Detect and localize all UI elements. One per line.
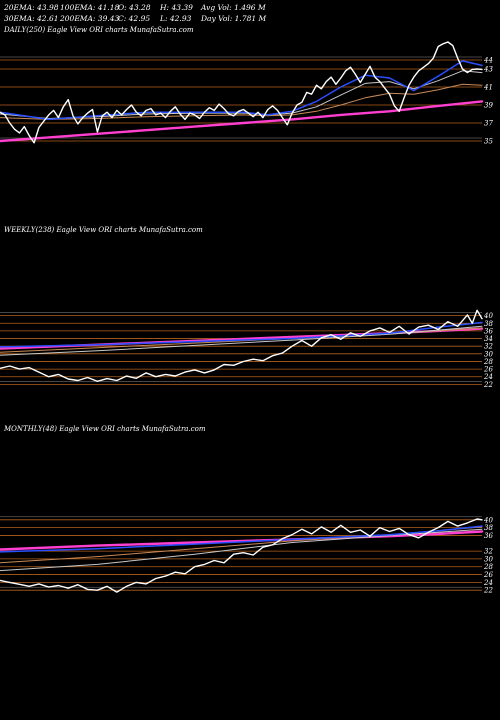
y-tick-label: 30 [484, 555, 493, 563]
stat-low: L: 42.93 [159, 14, 192, 23]
y-tick-label: 36 [484, 327, 493, 335]
y-tick-label: 40 [483, 516, 493, 524]
panel-title: WEEKLY(238) Eagle View ORI charts Munafa… [4, 226, 203, 234]
panel-title: MONTHLY(48) Eagle View ORI charts Munafa… [3, 425, 206, 433]
y-tick-label: 35 [484, 138, 493, 146]
y-tick-label: 22 [483, 587, 493, 595]
stat-close: C: 42.95 [118, 14, 150, 23]
ema-fast-line [0, 321, 483, 348]
stat-20ema: 20EMA: 43.98 [3, 3, 59, 12]
price-line [0, 518, 483, 593]
ema-slow-line [0, 83, 483, 120]
stats-header: 20EMA: 43.98 100EMA: 41.18 O: 43.28 H: 4… [3, 3, 267, 23]
ema-mid-line [0, 528, 483, 572]
weekly-panel: WEEKLY(238) Eagle View ORI charts Munafa… [0, 226, 493, 389]
stat-high: H: 43.39 [159, 3, 193, 12]
y-tick-label: 37 [484, 120, 493, 128]
y-tick-label: 32 [484, 343, 493, 351]
panel-title: DAILY(250) Eagle View ORI charts MunafaS… [3, 26, 194, 34]
stat-200ema: 200EMA: 39.43 [59, 14, 119, 23]
y-tick-label: 43 [483, 66, 493, 74]
y-tick-label: 32 [484, 548, 493, 556]
y-tick-label: 26 [483, 366, 493, 374]
y-tick-label: 26 [483, 571, 493, 579]
stat-open: O: 43.28 [118, 3, 151, 12]
y-tick-label: 30 [484, 350, 493, 358]
y-tick-label: 41 [483, 84, 493, 92]
daily-panel: DAILY(250) Eagle View ORI charts MunafaS… [0, 26, 493, 146]
stat-avg-vol: Avg Vol: 1.496 M [200, 3, 266, 12]
monthly-panel: MONTHLY(48) Eagle View ORI charts Munafa… [0, 425, 493, 595]
y-tick-label: 36 [484, 532, 493, 540]
y-tick-label: 44 [483, 57, 493, 65]
y-tick-label: 34 [484, 335, 493, 343]
y-tick-label: 22 [483, 381, 493, 389]
y-tick-label: 28 [483, 358, 493, 366]
y-tick-label: 24 [483, 373, 493, 381]
stat-100ema: 100EMA: 41.18 [60, 3, 119, 12]
y-tick-label: 24 [483, 579, 493, 587]
price-line [0, 309, 483, 382]
y-tick-label: 38 [484, 320, 493, 328]
stat-day-vol: Day Vol: 1.781 M [200, 14, 267, 23]
y-tick-label: 28 [483, 563, 493, 571]
y-tick-label: 38 [484, 524, 493, 532]
ema-fast-line [0, 525, 483, 553]
stat-30ema: 30EMA: 42.61 [4, 14, 59, 23]
ema-200-line [0, 100, 484, 143]
y-tick-label: 40 [483, 312, 493, 320]
price-line [0, 41, 483, 144]
y-tick-label: 39 [484, 102, 493, 110]
